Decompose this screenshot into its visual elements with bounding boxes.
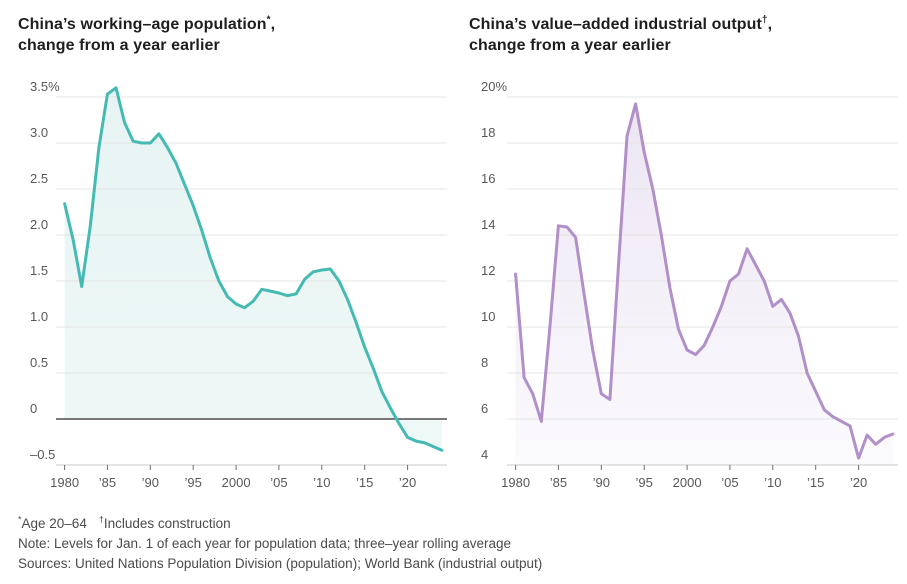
svg-text:20%: 20% [481,79,507,94]
svg-text:3.5%: 3.5% [30,79,60,94]
svg-text:1980: 1980 [501,475,530,490]
industrial-output-chart-panel: China’s value–added industrial output†, … [469,14,904,502]
svg-text:’90: ’90 [593,475,610,490]
asterisk-footnote-mark: * [266,14,271,26]
chart-footer: *Age 20–64 †Includes construction Note: L… [18,514,907,574]
svg-text:2000: 2000 [673,475,702,490]
svg-text:1980: 1980 [50,475,79,490]
population-chart-title: China’s working–age population*, change … [18,14,453,56]
svg-text:’15: ’15 [356,475,373,490]
svg-text:’05: ’05 [721,475,738,490]
svg-text:’95: ’95 [185,475,202,490]
svg-text:4: 4 [481,447,488,462]
svg-text:8: 8 [481,355,488,370]
svg-text:’05: ’05 [270,475,287,490]
svg-text:’85: ’85 [550,475,567,490]
svg-text:’15: ’15 [807,475,824,490]
svg-text:’85: ’85 [99,475,116,490]
dagger-footnote-mark: † [761,14,768,26]
footnote-definitions: *Age 20–64 †Includes construction [18,514,907,534]
svg-text:16: 16 [481,171,495,186]
footnote-construction-text: Includes construction [103,516,231,531]
industrial-output-area-chart: 20% 18 16 14 12 10 8 6 4 1980 ’85 ’90 ’95 2000 ’05 ’10 ’… [481,79,898,490]
svg-text:2.5: 2.5 [30,171,48,186]
svg-text:10: 10 [481,309,495,324]
svg-text:14: 14 [481,217,495,232]
footnote-note: Note: Levels for Jan. 1 of each year for… [18,536,512,551]
dagger-mark: † [98,514,104,525]
footnote-asterisk: *Age 20–64 [18,514,87,531]
population-title-text: China’s working–age population [18,16,267,33]
svg-text:3.0: 3.0 [30,125,48,140]
svg-text:’20: ’20 [399,475,416,490]
footnote-dagger: †Includes construction [98,514,231,531]
svg-text:’10: ’10 [764,475,781,490]
footnote-age-text: Age 20–64 [21,516,87,531]
industrial-chart-subtitle: change from a year earlier [469,37,671,54]
industrial-title-comma: , [767,16,773,33]
population-chart-subtitle: change from a year earlier [18,37,220,54]
svg-text:1.0: 1.0 [30,309,48,324]
svg-text:’95: ’95 [636,475,653,490]
svg-text:’90: ’90 [142,475,159,490]
population-title-comma: , [270,16,276,33]
population-chart-panel: China’s working–age population*, change … [18,14,453,502]
svg-text:’10: ’10 [313,475,330,490]
industrial-title-text: China’s value–added industrial output [469,16,762,33]
asterisk-mark: * [18,514,22,525]
svg-text:’20: ’20 [850,475,867,490]
footnote-sources: Sources: United Nations Population Divis… [18,556,543,571]
svg-text:–0.5: –0.5 [30,447,55,462]
svg-text:1.5: 1.5 [30,263,48,278]
svg-text:2000: 2000 [222,475,251,490]
industrial-output-chart-title: China’s value–added industrial output†, … [469,14,904,56]
svg-text:0.5: 0.5 [30,355,48,370]
svg-text:18: 18 [481,125,495,140]
svg-text:6: 6 [481,401,488,416]
svg-text:12: 12 [481,263,495,278]
population-area-chart: 3.5% 3.0 2.5 2.0 1.5 1.0 0.5 0 –0.5 1980 ’85 ’90 ’95… [30,79,447,490]
svg-text:0: 0 [30,401,37,416]
svg-text:2.0: 2.0 [30,217,48,232]
charts-row: China’s working–age population*, change … [18,14,907,502]
